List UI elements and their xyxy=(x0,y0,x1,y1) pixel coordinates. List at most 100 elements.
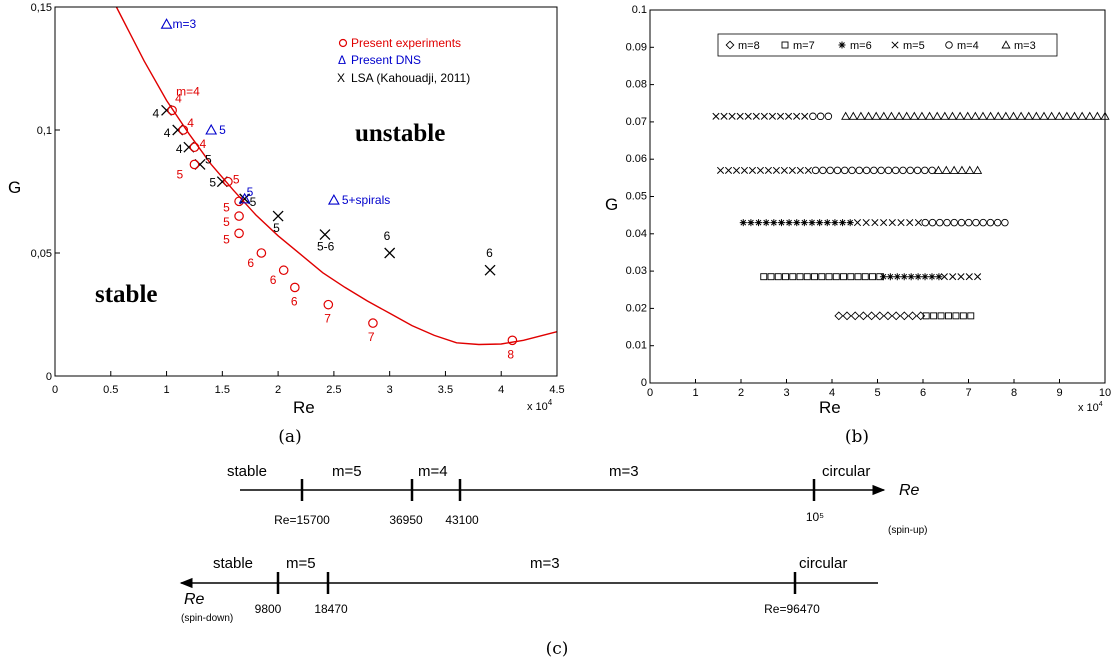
panel-a-ylabel: G xyxy=(8,178,21,197)
regime-point-circle xyxy=(993,218,1002,227)
legend-symbol-triangle xyxy=(1001,40,1011,49)
regime-point-diamond xyxy=(899,311,909,321)
regime-point-square xyxy=(796,273,804,281)
experiment-point xyxy=(189,159,200,170)
regime-point-star xyxy=(907,273,915,281)
regime-point-circle xyxy=(921,166,929,175)
spin-up-tick-label-4: 10⁵ xyxy=(806,510,824,524)
regime-point-x xyxy=(752,112,760,120)
regime-point-triangle xyxy=(909,111,919,120)
regime-point-circle xyxy=(906,166,915,175)
a-xtick-label: 4.5 xyxy=(549,384,564,396)
experiment-point xyxy=(368,318,378,328)
regime-point-triangle xyxy=(957,165,967,174)
legend-label: m=6 xyxy=(850,40,872,52)
regime-point-star xyxy=(770,219,778,227)
experiment-point-label: 5 xyxy=(223,232,230,246)
regime-point-star xyxy=(747,219,755,227)
regime-point-star xyxy=(921,273,929,281)
regime-point-triangle xyxy=(978,111,988,120)
a-xtick-label: 2.5 xyxy=(326,384,341,396)
regime-point-x xyxy=(728,112,736,120)
a-xtick-label: 4 xyxy=(498,384,504,396)
b-ytick-label: 0.04 xyxy=(626,228,647,240)
experiment-point-label: 4 xyxy=(199,137,206,151)
regime-point-square xyxy=(767,273,775,281)
regime-point-circle xyxy=(833,166,842,175)
experiment-point xyxy=(234,196,244,207)
regime-point-circle xyxy=(972,218,980,227)
regime-point-x xyxy=(712,112,720,120)
regime-point-triangle xyxy=(1069,111,1080,120)
spin-up-regime-stable: stable xyxy=(227,463,267,480)
regime-point-square xyxy=(825,273,833,281)
legend-label: m=4 xyxy=(957,40,979,52)
b-xtick-label: 5 xyxy=(874,387,880,399)
regime-point-circle xyxy=(840,166,849,175)
panel-c-caption: (c) xyxy=(546,639,569,659)
regime-point-x xyxy=(716,166,725,174)
legend-symbol-diamond xyxy=(725,40,735,50)
a-xtick-label: 0.5 xyxy=(103,384,118,396)
legend-experiments-symbol xyxy=(338,38,348,48)
experiment-point-label: 5 xyxy=(223,215,230,229)
regime-point-triangle xyxy=(886,111,896,120)
regime-point-circle xyxy=(1001,218,1009,227)
regime-point-triangle xyxy=(973,165,983,174)
dns-point-label: 5 xyxy=(219,123,226,137)
regime-point-x xyxy=(760,112,768,120)
regime-point-x xyxy=(764,166,772,174)
regime-point-circle xyxy=(848,166,856,175)
dns-point xyxy=(238,192,251,204)
experiment-point-label: 6 xyxy=(291,294,298,308)
dns-point-label: 5+spirals xyxy=(342,193,390,207)
a-xtick-label: 1.5 xyxy=(215,384,230,396)
regime-point-star xyxy=(893,273,901,281)
spin-down-tick-label-2: 18470 xyxy=(314,602,348,616)
regime-point-x xyxy=(888,219,896,227)
dns-point xyxy=(327,193,340,205)
dns-point xyxy=(205,123,218,135)
panel-c: stable m=5 m=4 m=3 circular Re=15700 369… xyxy=(179,463,927,659)
spin-down-direction-label: (spin-down) xyxy=(181,613,233,624)
regime-point-diamond xyxy=(834,311,844,321)
regime-point-triangle xyxy=(856,111,866,120)
regime-point-square xyxy=(774,273,782,281)
regime-point-square xyxy=(832,273,840,281)
legend-symbol-x xyxy=(891,41,899,49)
spin-up-tick-label-2: 36950 xyxy=(389,513,423,527)
regime-point-star xyxy=(846,219,854,227)
regime-point-star xyxy=(800,219,808,227)
panel-b-legend: m=8 m=7 m=6 m=5 m=4 m=3 xyxy=(725,40,1036,52)
regime-point-x xyxy=(796,166,804,174)
panel-b-frame xyxy=(649,9,1106,384)
regime-point-triangle xyxy=(848,111,858,120)
regime-point-triangle xyxy=(879,111,889,120)
dns-point-label: m=3 xyxy=(173,17,197,31)
lsa-point-label: 5 xyxy=(273,221,280,235)
experiment-point xyxy=(507,335,518,346)
experiment-point xyxy=(167,105,177,116)
regime-point-diamond xyxy=(858,311,868,321)
panel-a-frame xyxy=(54,6,558,377)
regime-point-x xyxy=(949,273,957,281)
spin-up-tick-label-1: Re=15700 xyxy=(274,513,330,527)
panel-a-ticks: 0 0.5 1 1.5 2 2.5 3 3.5 4 4.5 0 0,05 0,1 0,15 xyxy=(31,2,565,396)
b-xtick-label: 1 xyxy=(692,387,698,399)
regime-point-circle xyxy=(811,166,820,175)
regime-point-diamond xyxy=(875,311,885,321)
b-xtick-label: 0 xyxy=(647,387,653,399)
regime-point-star xyxy=(928,273,936,281)
lsa-point xyxy=(239,193,251,205)
b-ytick-label: 0.01 xyxy=(626,340,647,352)
panel-b-caption: (b) xyxy=(845,427,869,447)
stability-curve xyxy=(115,6,558,346)
regime-point-triangle xyxy=(949,165,959,174)
regime-point-x xyxy=(785,112,793,120)
regime-point-triangle xyxy=(941,165,951,174)
regime-point-circle xyxy=(964,218,973,227)
regime-point-star xyxy=(808,219,816,227)
regime-point-diamond xyxy=(850,311,860,321)
regime-point-square xyxy=(782,273,789,281)
panel-b-ylabel: G xyxy=(605,195,618,214)
